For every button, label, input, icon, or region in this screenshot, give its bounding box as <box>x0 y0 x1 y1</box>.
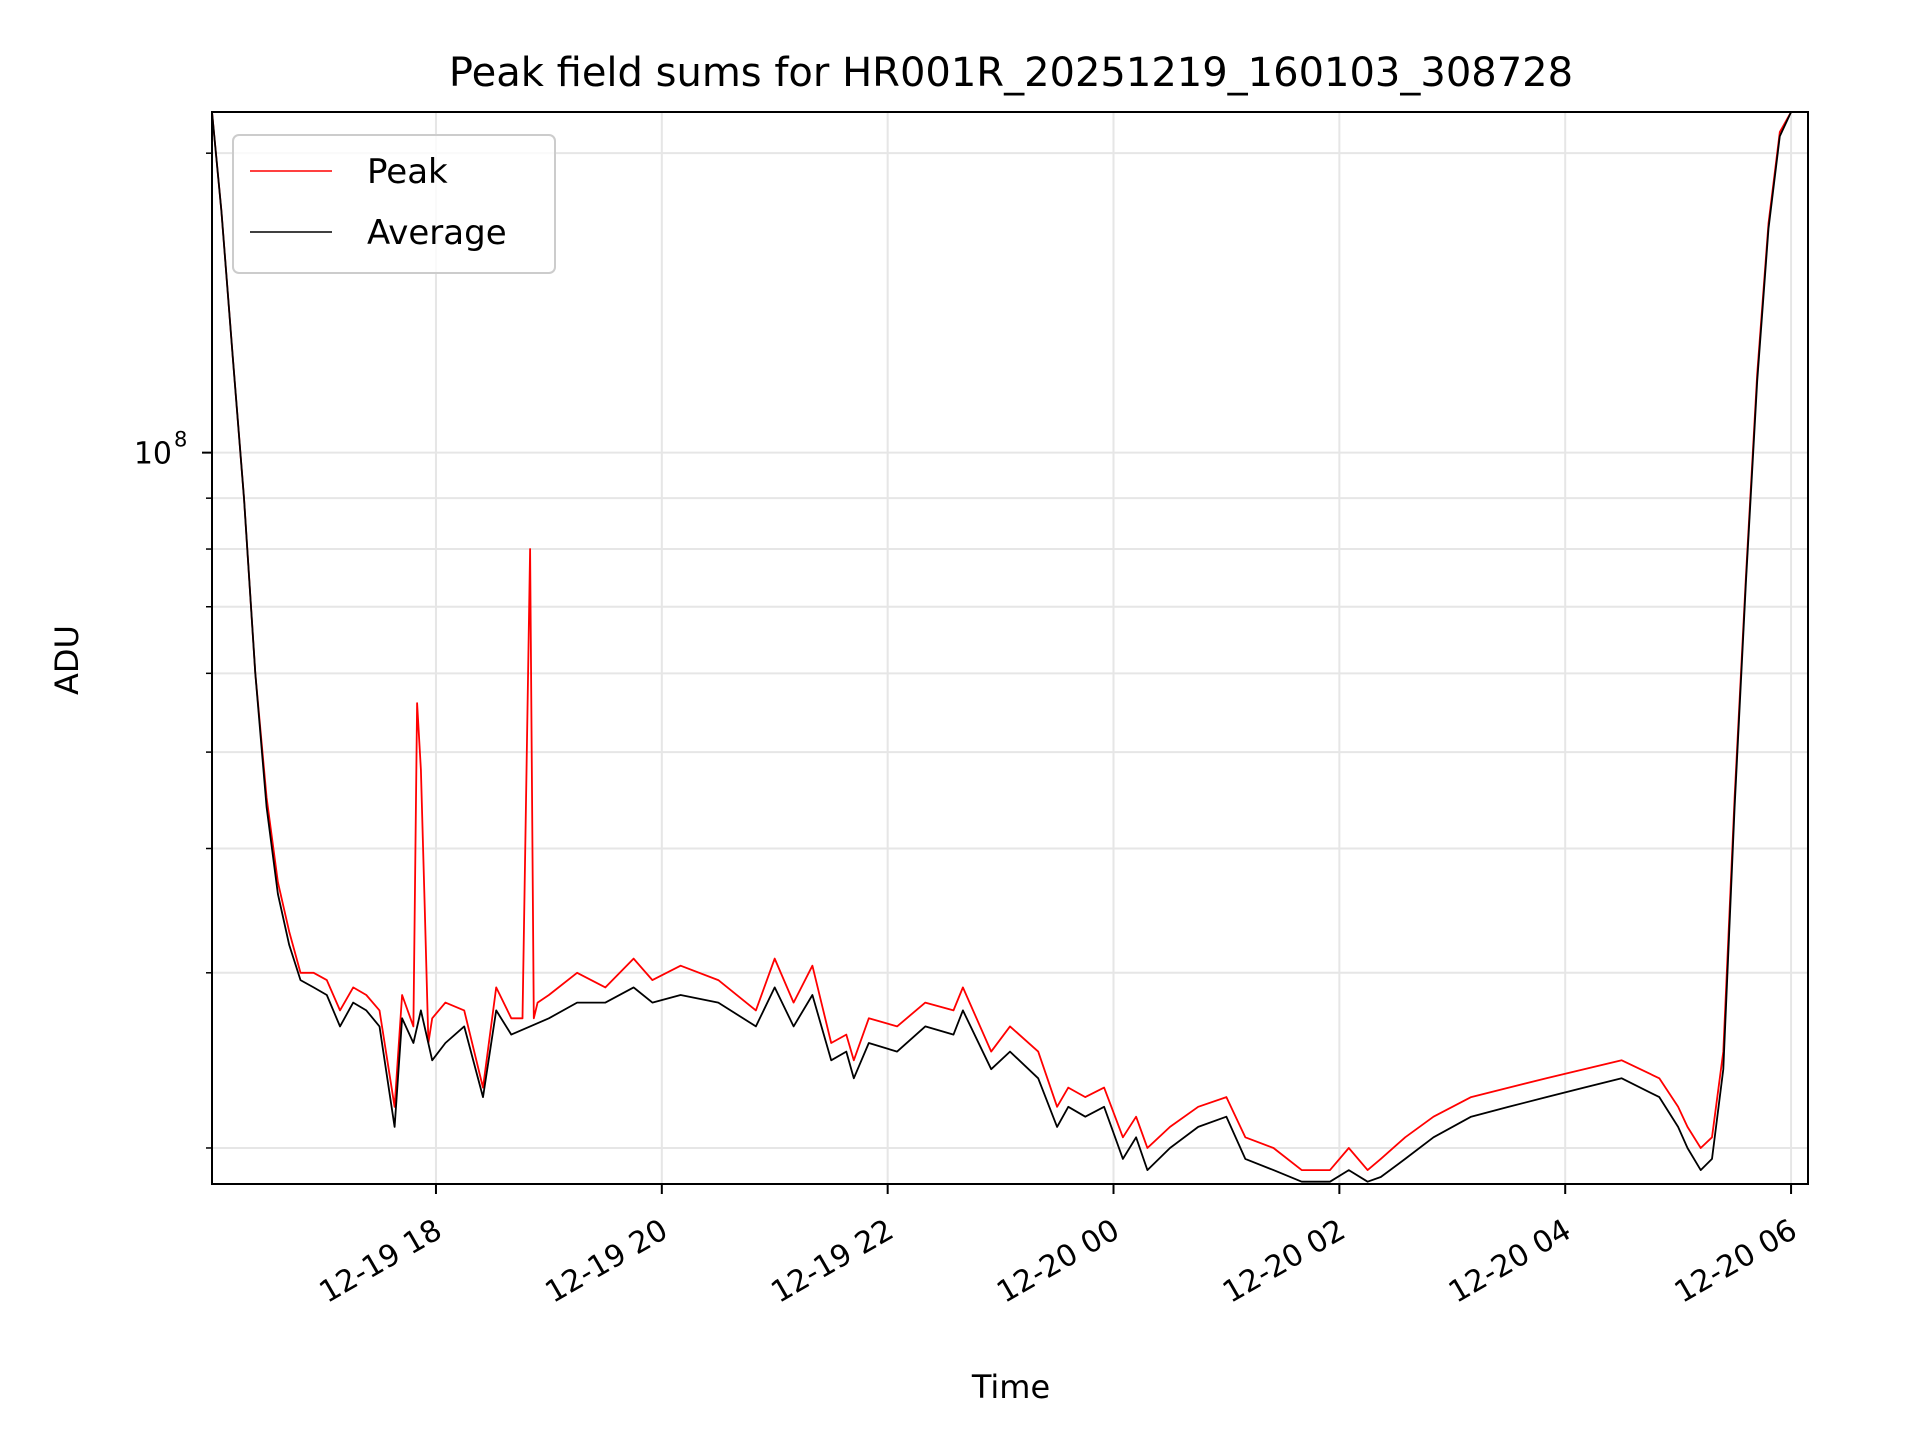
y-axis: 10 8 <box>134 152 212 1149</box>
y-axis-label: ADU <box>48 625 86 695</box>
series-line-peak <box>212 112 1792 1171</box>
chart-title: Peak field sums for HR001R_20251219_1601… <box>449 50 1573 96</box>
legend: Peak Average <box>232 134 556 274</box>
x-axis-label: Time <box>971 1368 1050 1406</box>
series-line-average <box>212 112 1792 1183</box>
series-layer <box>212 112 1792 1183</box>
legend-label-average: Average <box>367 213 507 253</box>
y-tick-label: 10 <box>134 437 172 472</box>
y-tick-exponent: 8 <box>174 428 187 452</box>
legend-box <box>232 134 556 274</box>
legend-label-peak: Peak <box>367 152 448 192</box>
grid <box>212 112 1808 1184</box>
plot-frame <box>211 111 1809 1185</box>
